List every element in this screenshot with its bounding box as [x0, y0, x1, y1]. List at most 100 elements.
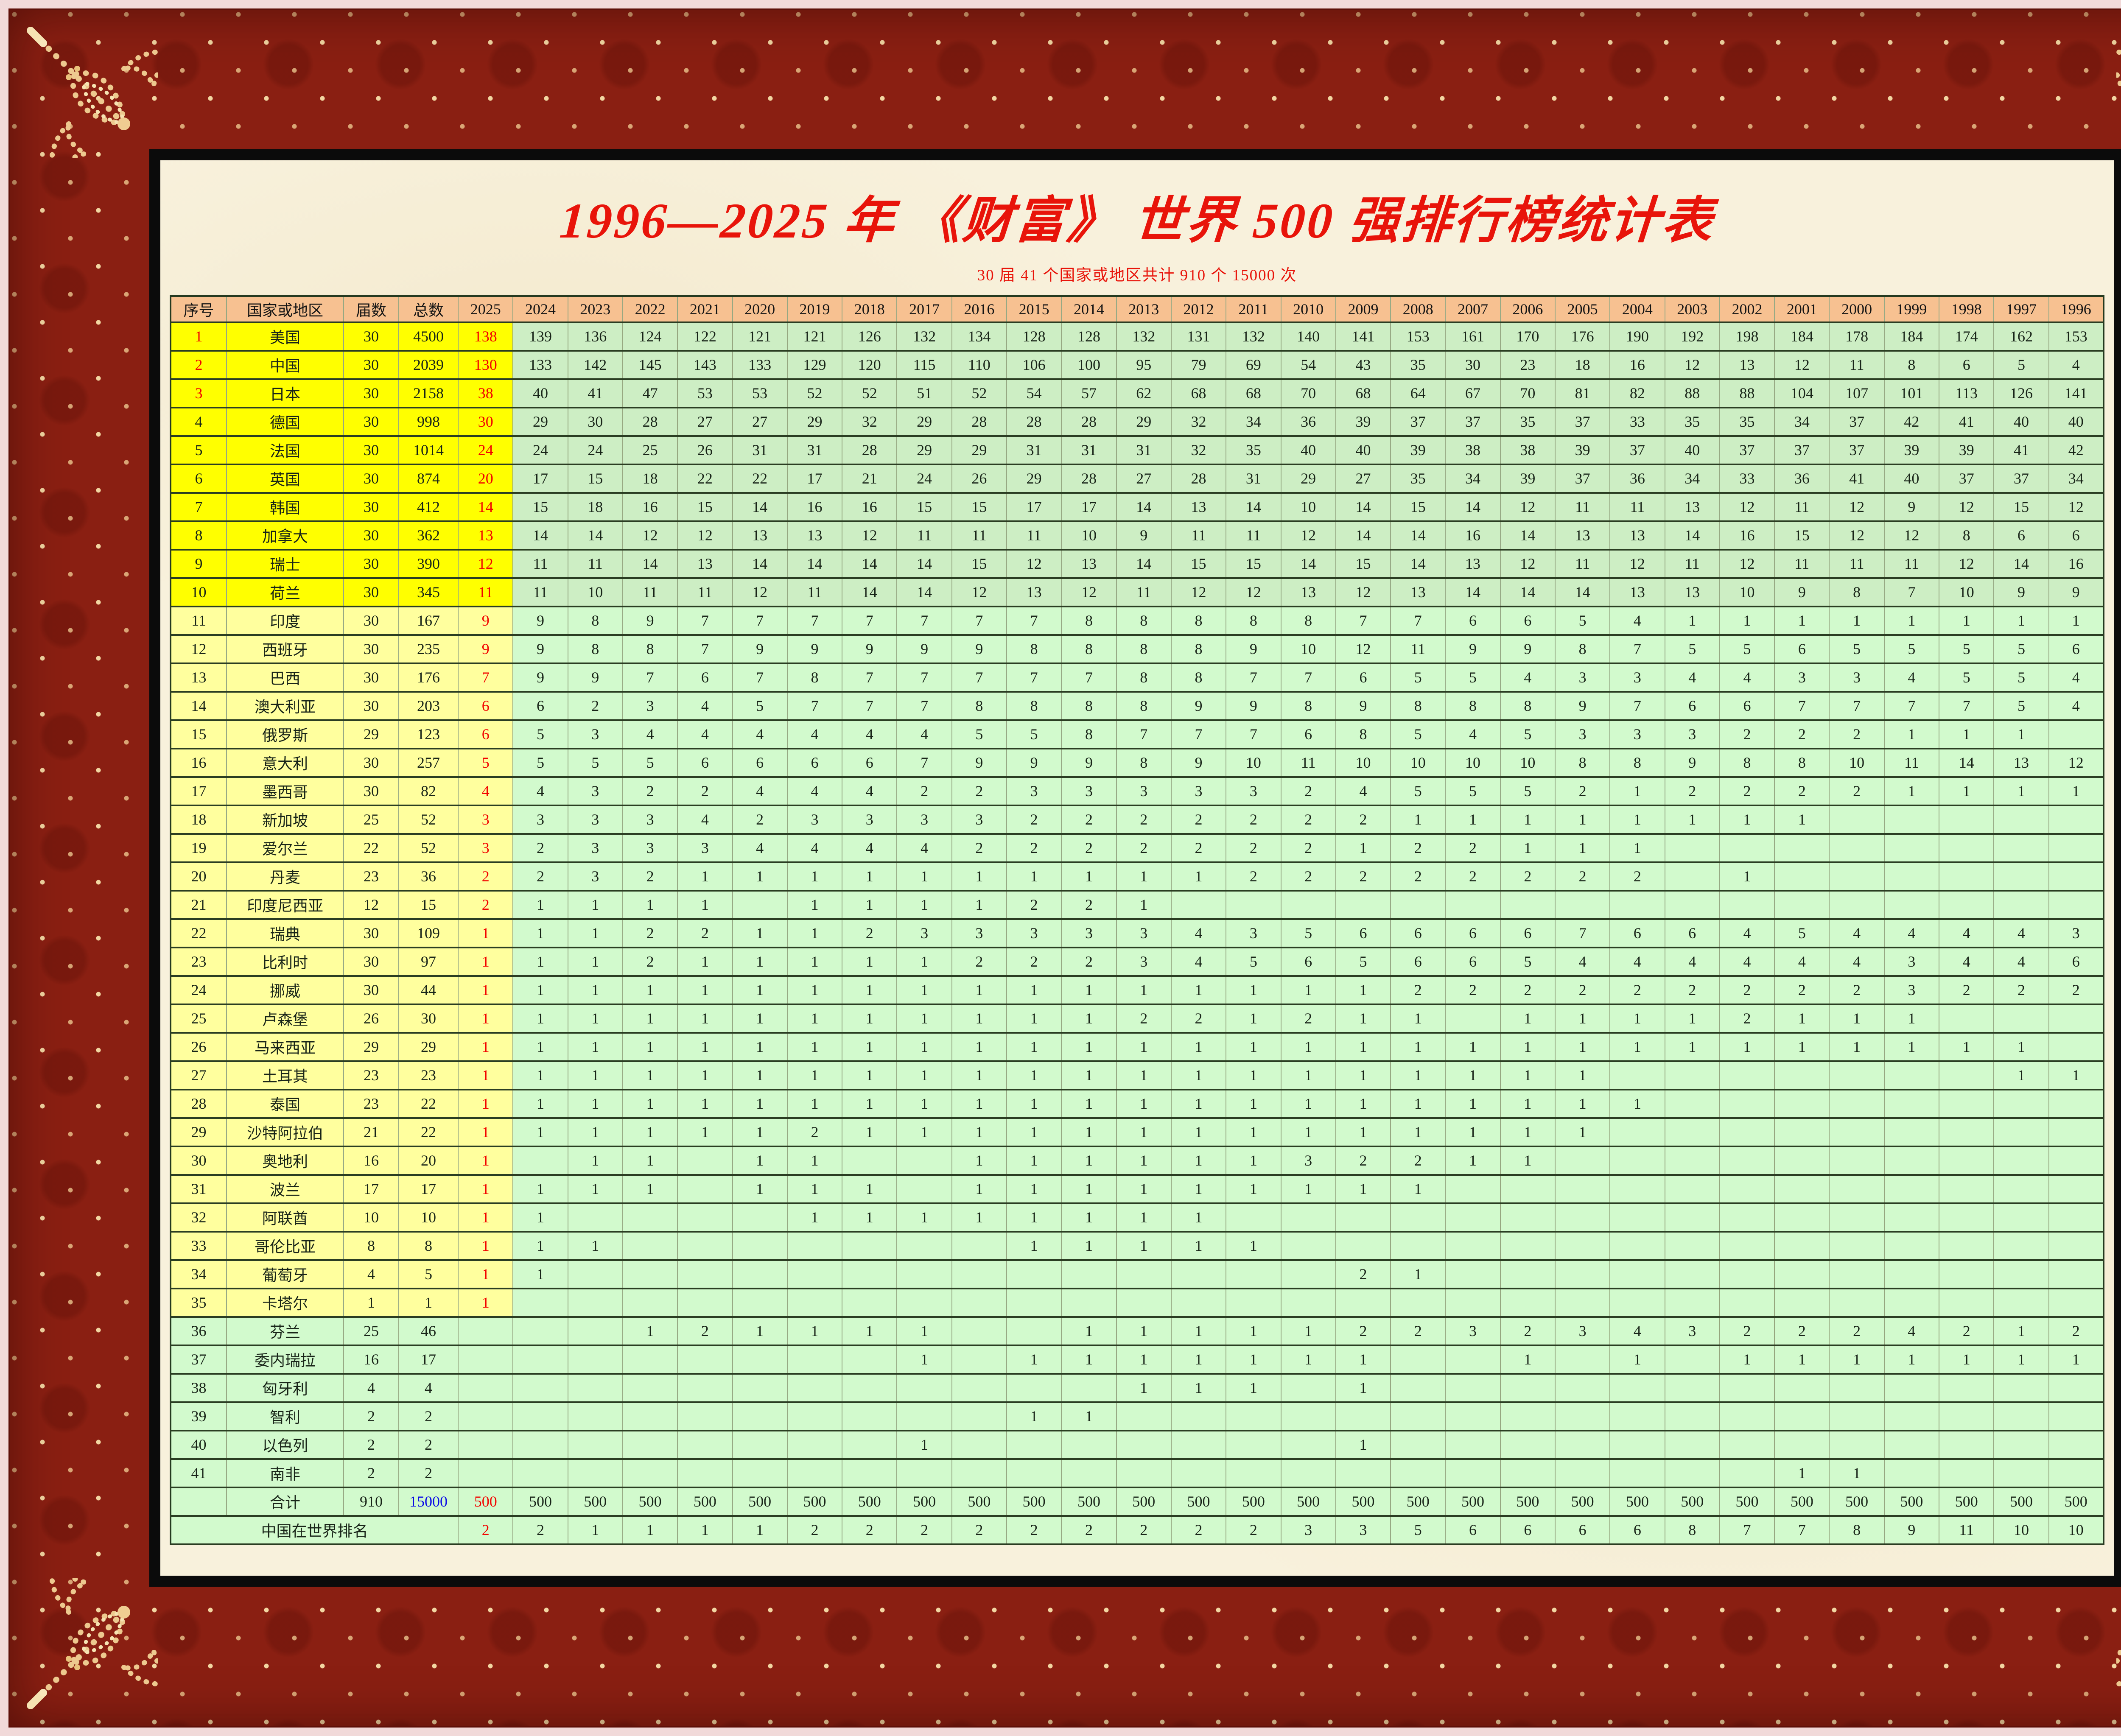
year-cell: 8 [622, 635, 678, 664]
column-header: 1999 [1884, 296, 1940, 323]
year-cell: 6 [1391, 919, 1446, 948]
year-cell: 1 [1281, 1174, 1336, 1204]
sessions-cell: 22 [344, 833, 400, 863]
year-cell [1226, 1260, 1282, 1289]
year-cell: 2 [1719, 1004, 1775, 1034]
year-cell: 8 [1226, 606, 1282, 636]
year-cell: 8 [1116, 748, 1172, 778]
year-cell: 500 [1555, 1487, 1611, 1517]
year-cell: 1 [1171, 1373, 1227, 1403]
year-cell: 2 [1171, 805, 1227, 835]
year-cell: 2 [1829, 976, 1885, 1005]
year-cell: 6 [732, 748, 788, 778]
year-cell: 47 [622, 379, 678, 408]
year-cell: 1 [1994, 720, 2049, 749]
year-cell: 5 [1884, 635, 1940, 664]
country-cell: 加拿大 [227, 521, 344, 551]
year-cell: 4 [1884, 1317, 1940, 1346]
year-cell: 136 [568, 322, 623, 352]
year-cell: 1 [787, 1061, 843, 1090]
sessions-cell: 8 [344, 1231, 400, 1261]
year-2025-cell: 9 [458, 606, 514, 636]
year-2025-cell: 9 [458, 635, 514, 664]
year-cell [1610, 1174, 1665, 1204]
year-2025-cell: 30 [458, 407, 514, 437]
year-cell [568, 1402, 623, 1431]
row-no-cell: 29 [171, 1118, 227, 1147]
year-cell: 2 [1610, 862, 1665, 892]
year-cell: 1 [513, 1174, 568, 1204]
year-cell [897, 1231, 952, 1261]
year-cell [951, 1373, 1007, 1403]
year-cell: 15 [1391, 492, 1446, 522]
year-cell: 1 [1391, 1118, 1446, 1147]
year-cell [897, 1373, 952, 1403]
year-cell: 30 [1445, 350, 1501, 380]
year-cell: 33 [1719, 464, 1775, 494]
year-cell: 1 [842, 1032, 898, 1062]
year-cell: 5 [1665, 635, 1720, 664]
row-no-cell: 7 [171, 492, 227, 522]
year-cell: 1 [1391, 1260, 1446, 1289]
year-cell: 1 [1774, 1459, 1830, 1488]
year-cell: 4 [1171, 919, 1227, 948]
year-cell [1994, 1459, 2049, 1488]
table-row: 19 爱尔兰 22 52 3 2 3 3 3 4 4 4 4 2 2 2 2 2 2 2 1 2 2 1 1 1 [171, 833, 2104, 863]
year-cell: 12 [1500, 549, 1556, 579]
year-cell: 2 [1116, 833, 1172, 863]
year-cell: 1 [842, 862, 898, 892]
year-cell: 1 [1007, 862, 1062, 892]
year-cell: 35 [1500, 407, 1556, 437]
year-cell: 7 [1171, 720, 1227, 749]
year-cell: 5 [622, 748, 678, 778]
year-cell: 3 [1610, 663, 1665, 693]
year-cell: 37 [1610, 436, 1665, 465]
year-cell: 1 [1171, 1231, 1227, 1261]
year-cell: 4 [1939, 919, 1995, 948]
total-cell: 123 [399, 720, 459, 749]
year-cell [1610, 1146, 1665, 1176]
year-cell [1610, 1231, 1665, 1261]
year-cell: 3 [787, 805, 843, 835]
year-cell: 3 [1335, 1515, 1391, 1545]
year-cell: 11 [1884, 748, 1940, 778]
year-cell [1610, 1203, 1665, 1233]
year-cell [513, 1373, 568, 1403]
year-cell [677, 1288, 733, 1318]
year-cell: 8 [1829, 1515, 1885, 1545]
year-cell: 3 [1445, 1317, 1501, 1346]
year-cell [2048, 1146, 2104, 1176]
year-cell: 1 [842, 1089, 898, 1119]
year-cell: 1 [1061, 862, 1117, 892]
year-cell: 52 [787, 379, 843, 408]
sessions-cell: 2 [344, 1459, 400, 1488]
year-2025-cell: 1 [458, 1260, 514, 1289]
year-cell: 10 [1994, 1515, 2049, 1545]
sessions-cell: 2 [344, 1402, 400, 1431]
year-cell: 7 [1281, 663, 1336, 693]
year-cell: 2 [1281, 833, 1336, 863]
year-cell [1555, 1146, 1611, 1176]
year-cell [1665, 890, 1720, 920]
row-no-cell: 33 [171, 1231, 227, 1261]
year-cell: 100 [1061, 350, 1117, 380]
year-cell: 1 [1555, 1004, 1611, 1034]
year-cell: 12 [1719, 549, 1775, 579]
sessions-cell: 30 [344, 350, 400, 380]
year-cell: 1 [677, 976, 733, 1005]
year-cell: 57 [1061, 379, 1117, 408]
year-cell [1994, 1402, 2049, 1431]
year-cell: 9 [513, 663, 568, 693]
year-cell: 4 [1610, 947, 1665, 977]
year-cell: 1 [732, 919, 788, 948]
year-cell: 70 [1500, 379, 1556, 408]
year-cell: 7 [1335, 606, 1391, 636]
column-header: 2024 [513, 296, 568, 323]
year-cell: 12 [1500, 492, 1556, 522]
year-cell: 1 [1719, 805, 1775, 835]
year-cell: 1 [1007, 1231, 1062, 1261]
year-cell [1719, 1288, 1775, 1318]
total-cell: 8 [399, 1231, 459, 1261]
country-cell: 马来西亚 [227, 1032, 344, 1062]
year-cell [1610, 890, 1665, 920]
